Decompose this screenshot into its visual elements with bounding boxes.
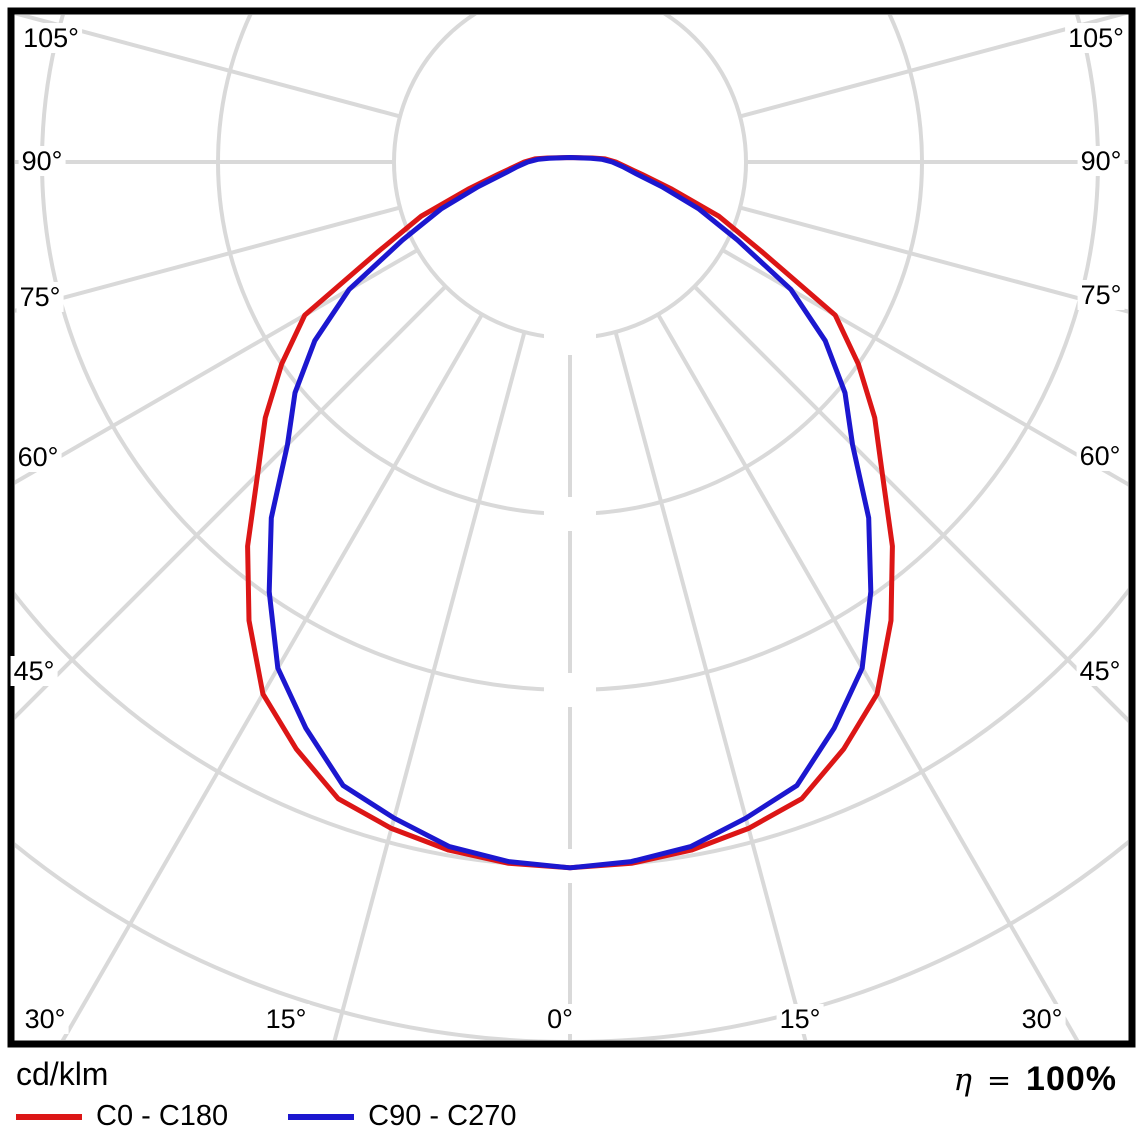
grid-ring [392, 15, 748, 340]
legend-item-c0-c180: C0 - C180 [16, 1100, 228, 1133]
red-line-swatch [16, 1113, 82, 1120]
grid-spoke [739, 205, 1128, 314]
grid-spoke [739, 15, 1127, 119]
grid-spoke [15, 205, 401, 313]
plot-frame [7, 7, 1136, 1048]
legend-label-c0-c180: C0 - C180 [96, 1100, 229, 1132]
angle-label: 60° [1076, 441, 1124, 471]
legend-label-c90-c270: C90 - C270 [368, 1100, 517, 1132]
angle-label: 90° [1077, 146, 1125, 176]
grid-spoke [721, 248, 1128, 487]
grid-spoke [332, 331, 527, 1040]
ring-label-gap [544, 321, 596, 355]
angle-label: 75° [16, 282, 64, 312]
angle-label: 15° [776, 1004, 824, 1034]
ring-label-gap [544, 497, 596, 531]
angle-label: 105° [1065, 23, 1127, 53]
angle-label: 105° [20, 23, 82, 53]
polar-chart-svg [7, 7, 1136, 1048]
units-label: cd/klm [16, 1056, 109, 1092]
ring-label-gap [544, 673, 596, 707]
angle-label: 75° [1077, 280, 1125, 310]
angle-label: 45° [1076, 656, 1124, 686]
angle-label: 90° [18, 146, 66, 176]
angle-label: 60° [14, 442, 62, 472]
angle-label: 30° [1018, 1004, 1066, 1034]
angle-label: 30° [21, 1004, 69, 1034]
blue-line-swatch [288, 1113, 355, 1120]
equals-sign: = [986, 1063, 1012, 1097]
grid-spoke [15, 15, 401, 119]
efficiency-label: η = 100% [953, 1060, 1117, 1099]
grid-spoke [656, 313, 1080, 1040]
curve-c90-c270 [266, 155, 874, 871]
efficiency-value: 100% [1026, 1060, 1117, 1098]
grid-spoke [15, 248, 419, 485]
angle-label: 15° [262, 1004, 310, 1034]
angle-label: 0° [544, 1004, 576, 1034]
legend-item-c90-c270: C90 - C270 [288, 1100, 516, 1133]
legend: C0 - C180 C90 - C270 [16, 1100, 576, 1133]
angle-label: 45° [10, 656, 58, 686]
grid-spoke [613, 331, 808, 1040]
eta-symbol: η [953, 1062, 972, 1098]
grid-spoke [15, 285, 447, 720]
grid-spoke [60, 313, 484, 1040]
